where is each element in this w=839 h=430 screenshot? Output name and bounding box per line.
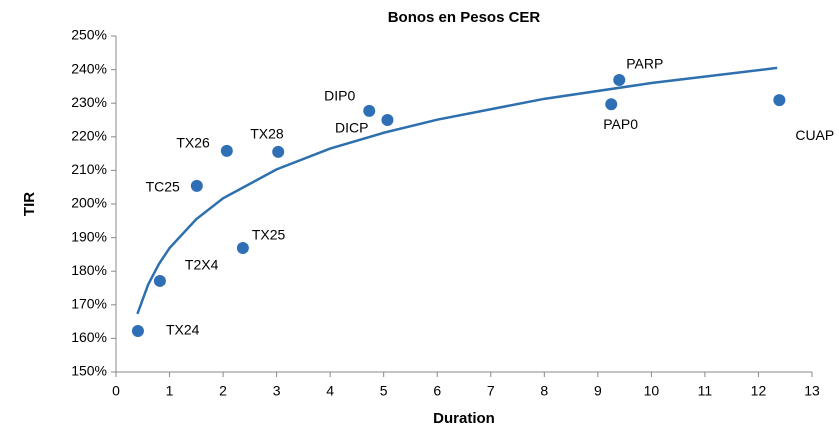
data-point [605,98,618,111]
y-tick-label: 240% [71,60,107,76]
data-point [236,242,249,255]
x-tick-label: 13 [804,383,820,399]
x-tick-label: 12 [751,383,767,399]
data-point [131,325,144,338]
data-point [773,94,786,107]
point-label: TX24 [166,322,200,338]
y-tick-label: 170% [71,296,107,312]
point-label: DICP [335,120,368,136]
point-label: TX25 [252,227,286,243]
y-tick-label: 150% [71,363,107,379]
data-point [220,144,233,157]
trendline [136,66,778,315]
point-label: T2X4 [185,257,219,273]
x-tick-label: 8 [540,383,548,399]
x-tick-label: 10 [644,383,660,399]
chart-title: Bonos en Pesos CER [388,9,541,26]
y-tick-label: 250% [71,27,107,43]
x-tick-label: 1 [166,383,174,399]
data-point [381,114,394,126]
data-point [190,179,203,192]
x-tick-label: 3 [273,383,281,399]
y-tick-label: 200% [71,195,107,211]
data-point [363,104,376,117]
data-point [613,74,626,87]
point-label: CUAP [795,127,834,143]
x-tick-label: 7 [487,383,495,399]
data-point [153,274,166,287]
point-label: TX26 [176,135,210,151]
y-tick-label: 230% [71,94,107,110]
x-tick-label: 9 [594,383,602,399]
x-tick-label: 5 [380,383,388,399]
x-tick-label: 0 [112,383,120,399]
point-label: PAP0 [603,116,638,132]
data-point [272,145,285,158]
y-tick-label: 160% [71,329,107,345]
y-axis-label: TIR [21,192,38,216]
x-axis-label: Duration [433,410,495,427]
y-tick-label: 220% [71,128,107,144]
point-label: TC25 [146,179,180,195]
y-tick-label: 210% [71,161,107,177]
x-tick-label: 2 [219,383,227,399]
y-tick-label: 190% [71,228,107,244]
point-label: PARP [626,56,663,72]
point-label: DIP0 [324,88,355,104]
y-tick-label: 180% [71,262,107,278]
point-label: TX28 [250,126,284,142]
x-tick-label: 4 [326,383,334,399]
x-tick-label: 11 [698,383,713,399]
x-tick-label: 6 [433,383,441,399]
